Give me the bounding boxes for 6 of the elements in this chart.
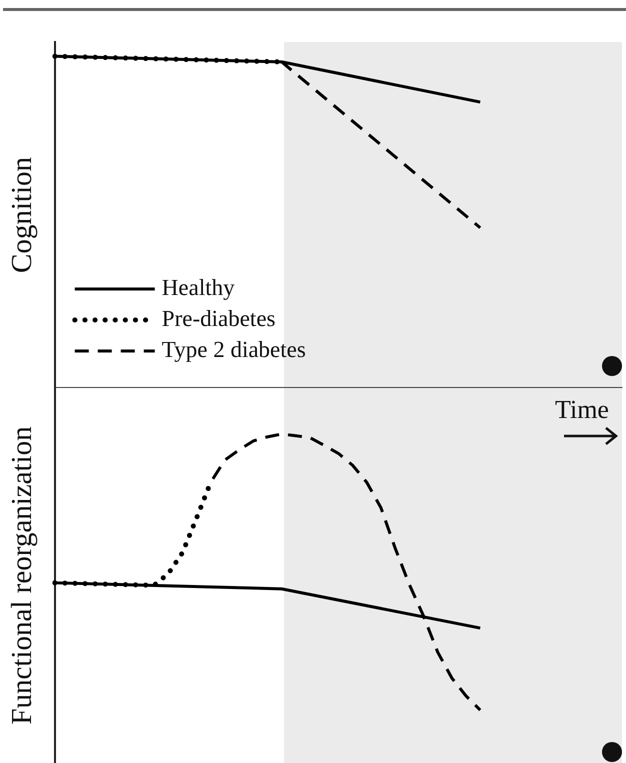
legend-label: Healthy: [162, 275, 236, 300]
x-axis-title: Time: [555, 395, 609, 424]
y-axis-title: Functional reorganization: [6, 426, 38, 725]
y-axis-title: Cognition: [6, 156, 38, 274]
legend-label: Type 2 diabetes: [162, 337, 306, 362]
legend-label: Pre-diabetes: [162, 306, 276, 332]
